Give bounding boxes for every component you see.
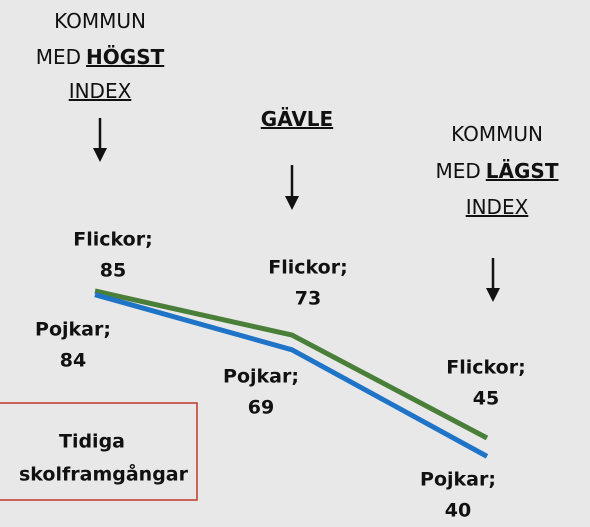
data-label-value: 73 [295, 288, 321, 310]
column-header: KOMMUN [451, 122, 543, 146]
header-part: INDEX [69, 79, 132, 103]
header-part: KOMMUN [54, 9, 146, 33]
column-header: MED HÖGST [36, 45, 165, 69]
column-header: GÄVLE [261, 107, 333, 131]
data-label-value: 45 [473, 388, 499, 410]
series-line [94, 288, 489, 441]
note-text: skolframgångar [19, 462, 189, 486]
note-box [0, 402, 198, 501]
data-label-name: Flickor; [268, 257, 347, 279]
header-part: INDEX [466, 195, 529, 219]
header-part: HÖGST [86, 45, 165, 69]
data-label-value: 85 [100, 260, 126, 282]
column-header: KOMMUN [54, 9, 146, 33]
data-label-name: Pojkar; [420, 469, 496, 491]
data-label-name: Flickor; [446, 357, 525, 379]
column-header: INDEX [466, 195, 529, 219]
series-line [94, 292, 489, 459]
arrow-head [93, 148, 107, 162]
note-text: Tidiga [59, 431, 125, 453]
data-label-name: Pojkar; [223, 366, 299, 388]
data-label-name: Pojkar; [35, 319, 111, 341]
data-label-value: 40 [445, 500, 471, 522]
header-part: GÄVLE [261, 107, 333, 131]
column-header: INDEX [69, 79, 132, 103]
arrow-head [285, 196, 299, 210]
data-label-name: Flickor; [73, 229, 152, 251]
column-header: MED LÄGST [436, 159, 559, 183]
data-label-value: 84 [60, 350, 86, 372]
arrow-head [486, 288, 500, 302]
header-part: KOMMUN [451, 122, 543, 146]
header-part: LÄGST [486, 159, 559, 183]
data-label-value: 69 [248, 397, 274, 419]
arrows [93, 118, 500, 302]
header-part: MED [436, 159, 481, 183]
header-part: MED [36, 45, 81, 69]
